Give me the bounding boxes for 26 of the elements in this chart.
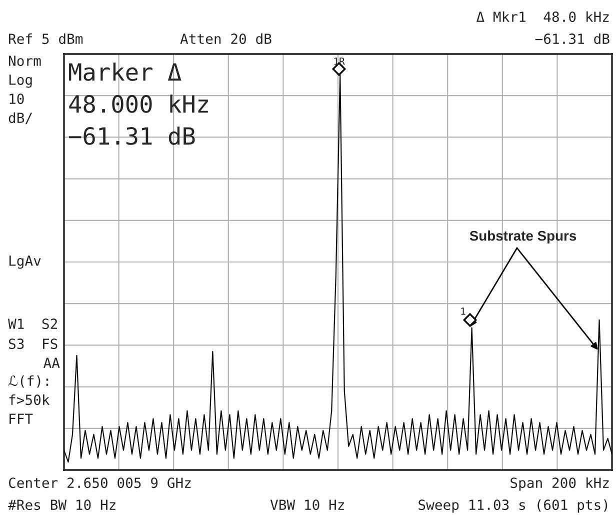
text: −61.31 dB (535, 33, 610, 44)
text: AA (44, 358, 60, 368)
text: Log (9, 74, 32, 88)
text: Δ Mkr1 48.0 kHz (476, 11, 609, 22)
text: 1R (334, 58, 345, 65)
annotation: Substrate Spurs (470, 230, 576, 244)
text: Sweep 11.03 s (601 pts) (418, 499, 608, 513)
text: Ref 5 dBm (8, 33, 83, 44)
annotation: 48.000 kHz (69, 94, 208, 113)
text: Norm (8, 56, 41, 66)
text: VBW 10 Hz (270, 500, 344, 510)
text: LgAv (9, 256, 41, 269)
text: f>50k (9, 394, 50, 406)
text: Span 200 kHz (510, 477, 609, 491)
text: Center 2.650 005 9 GHz (8, 478, 191, 488)
text: ℒ(f): (8, 375, 48, 388)
text: Atten 20 dB (180, 33, 272, 44)
text: #Res BW 10 Hz (8, 500, 116, 510)
annotation: 1 (461, 308, 466, 315)
annotation: Marker Δ (68, 62, 182, 81)
text: dB/ (8, 112, 32, 124)
annotation: −61.31 dB (69, 126, 195, 145)
text: W1 S2 (8, 318, 57, 330)
text: 10 (10, 94, 24, 104)
text: FFT (10, 414, 33, 424)
text: S3 FS (8, 338, 58, 350)
